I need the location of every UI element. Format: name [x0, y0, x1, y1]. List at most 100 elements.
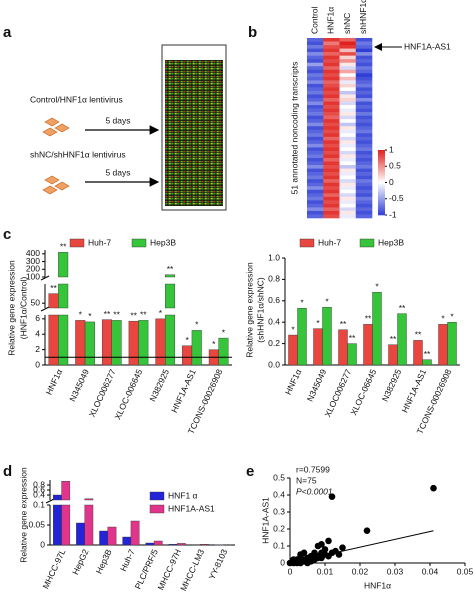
significance-label: **	[140, 310, 147, 320]
colorbar-tick-label: -0.5	[389, 193, 404, 203]
heatmap-cell	[323, 87, 340, 92]
bar	[397, 313, 407, 366]
heatmap-cell	[355, 45, 373, 49]
y-axis-label: Relative gene expression	[18, 467, 28, 563]
heatmap-cell	[355, 94, 373, 99]
bar	[372, 292, 382, 366]
significance-label: *	[79, 310, 83, 320]
heatmap-cell	[355, 186, 373, 191]
colorbar	[378, 192, 385, 195]
heatmap-cell	[323, 73, 340, 78]
x-tick-label: HNF1α	[283, 368, 304, 397]
point	[363, 527, 371, 534]
heatmap-cell	[323, 105, 340, 109]
colorbar	[378, 195, 385, 198]
panel-label: c	[3, 226, 11, 243]
heatmap-cell	[339, 38, 357, 42]
colorbar-tick-label: 1	[389, 144, 394, 154]
heatmap-cell	[355, 143, 373, 148]
heatmap-cell	[339, 52, 357, 56]
heatmap-cell	[323, 69, 340, 74]
heatmap-cell	[339, 179, 357, 184]
point	[339, 544, 346, 551]
bar	[61, 504, 71, 546]
heatmap-cell	[323, 41, 340, 46]
heatmap-cell	[323, 207, 340, 212]
x-tick-label: XLOC-06645	[348, 367, 378, 416]
heatmap-cell	[307, 186, 324, 191]
annotation: N=75	[296, 475, 317, 485]
colorbar	[378, 156, 385, 159]
x-tick-label: HNF1A-AS1	[169, 367, 198, 414]
diagram-label: Control/HNF1α lentivirus	[30, 94, 123, 104]
significance-label: **	[415, 330, 422, 340]
bar	[58, 252, 69, 278]
heatmap-cell	[307, 66, 324, 71]
bar	[422, 359, 432, 366]
x-tick-label: HNF1A-AS1	[400, 367, 429, 414]
annotation: HNF1A-AS1	[404, 41, 451, 51]
heatmap-cell	[339, 62, 357, 67]
y-tick-label: 400	[26, 248, 40, 258]
heatmap-cell	[355, 62, 373, 67]
column-label: shNC	[342, 13, 352, 34]
heatmap-cell	[323, 98, 340, 102]
heatmap-cell	[323, 122, 340, 127]
significance-label: **	[340, 319, 347, 329]
heatmap-cell	[355, 122, 373, 127]
panel-label: d	[3, 463, 12, 480]
bar	[313, 328, 323, 366]
axis-break	[45, 498, 55, 504]
heatmap-cell	[307, 98, 324, 102]
heatmap-cell	[355, 158, 373, 162]
colorbar	[378, 213, 385, 216]
x-tick-label: N382925	[147, 367, 171, 403]
significance-label: *	[88, 311, 92, 321]
heatmap-cell	[307, 182, 324, 187]
colorbar	[378, 185, 385, 188]
y-tick-label: 1.0	[268, 252, 280, 262]
point	[318, 541, 325, 548]
colorbar	[378, 208, 385, 211]
significance-label: *	[159, 308, 163, 318]
colorbar	[378, 153, 385, 156]
significance-label: **	[104, 309, 111, 319]
y-tick-label: 100	[26, 271, 40, 281]
legend-label: Hep3B	[378, 237, 404, 247]
heatmap-cell	[355, 189, 373, 194]
annotation: P<0.0001	[296, 486, 333, 496]
x-tick-label: XLOC006277	[87, 367, 118, 418]
heatmap-cell	[307, 108, 324, 113]
heatmap-cell	[355, 48, 373, 53]
heatmap-cell	[307, 52, 324, 56]
panel-label: a	[3, 24, 12, 41]
bar	[130, 520, 140, 546]
legend-label: Hep3B	[150, 237, 176, 247]
heatmap-cell	[339, 203, 357, 208]
heatmap-cell	[307, 147, 324, 152]
heatmap-cell	[355, 129, 373, 134]
colorbar	[378, 200, 385, 203]
significance-label: **	[130, 310, 137, 320]
heatmap-cell	[323, 80, 340, 85]
colorbar	[378, 205, 385, 208]
significance-label: **	[349, 333, 356, 343]
heatmap-cell	[339, 66, 357, 71]
heatmap-cell	[323, 133, 340, 138]
significance-label: **	[424, 349, 431, 359]
heatmap-cell	[339, 41, 357, 46]
heatmap-cell	[307, 119, 324, 124]
heatmap-cell	[339, 48, 357, 53]
heatmap-cell	[307, 136, 324, 141]
significance-label: *	[375, 281, 379, 291]
bar	[447, 322, 457, 366]
significance-label: **	[365, 314, 372, 324]
heatmap-cell	[339, 80, 357, 85]
heatmap-cell	[307, 154, 324, 159]
panel-label: e	[246, 463, 254, 480]
heatmap-cell	[323, 101, 340, 106]
heatmap-cell	[355, 136, 373, 141]
heatmap-cell	[355, 115, 373, 120]
heatmap-cell	[355, 133, 373, 138]
heatmap-cell	[339, 115, 357, 120]
